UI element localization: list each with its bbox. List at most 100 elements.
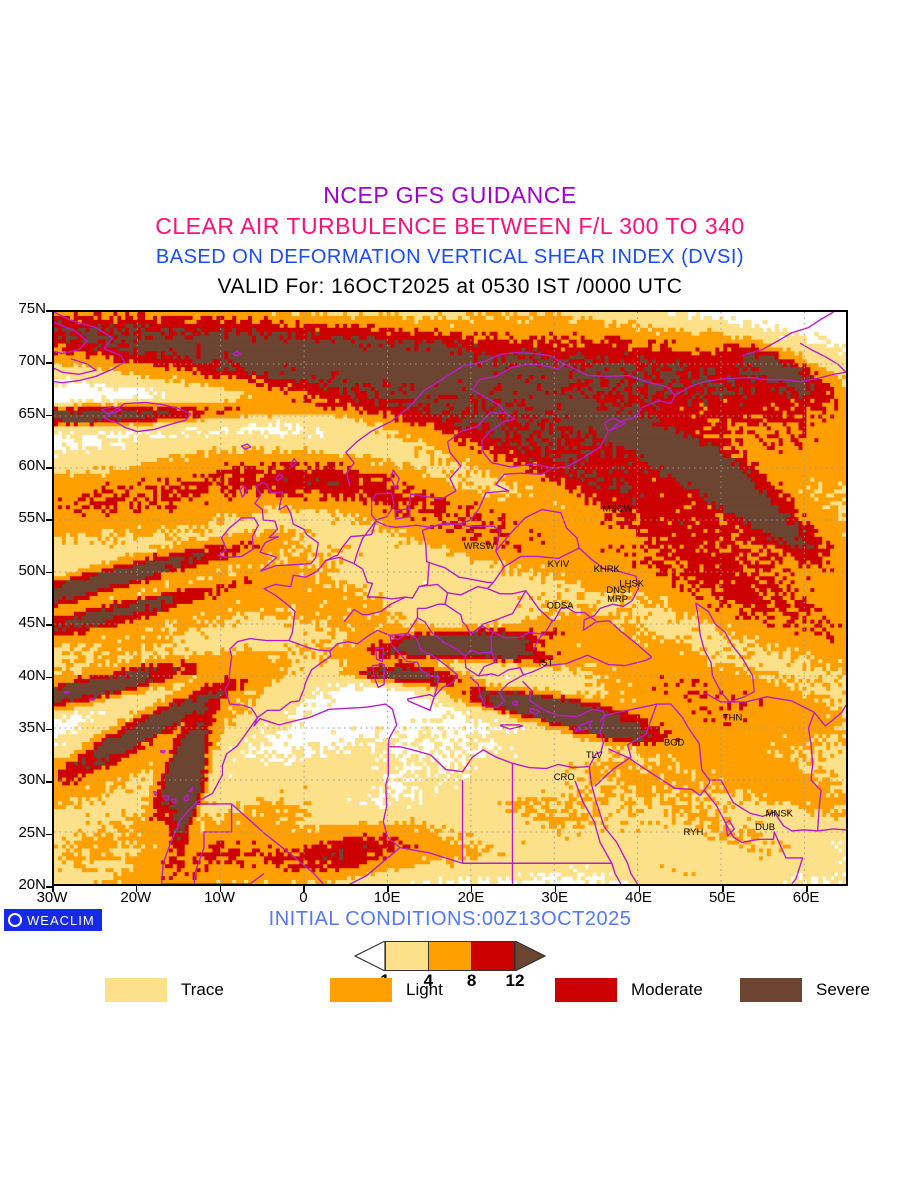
legend-swatch-trace xyxy=(105,978,167,1002)
coastline-path xyxy=(288,639,331,652)
lat-tickmark xyxy=(46,467,52,469)
coastline-path xyxy=(382,746,513,864)
city-label-dnst: DNST xyxy=(606,585,632,596)
lat-tick-20N: 20N xyxy=(18,876,46,893)
coastline-path xyxy=(153,790,158,797)
coastline-path xyxy=(240,443,252,450)
coastline-path xyxy=(333,520,459,558)
severity-legend: Trace Light Moderate Severe xyxy=(0,978,900,1012)
lat-tick-35N: 35N xyxy=(18,718,46,736)
legend-item-light: Light xyxy=(330,978,443,1002)
city-label-khrk: KHRK xyxy=(594,564,621,575)
coastline-path xyxy=(493,631,545,639)
coastline-path xyxy=(807,712,822,832)
coastline-path xyxy=(407,412,506,510)
title-line-method: BASED ON DEFORMATION VERTICAL SHEAR INDE… xyxy=(155,246,745,268)
coastline-path xyxy=(54,358,97,376)
title-line-product: CLEAR AIR TURBULENCE BETWEEN F/L 300 TO … xyxy=(155,213,745,239)
lat-tickmark xyxy=(46,728,52,731)
title-line-validity: VALID For: 16OCT2025 at 0530 IST /0000 U… xyxy=(217,275,683,298)
coastline-path xyxy=(574,780,622,884)
coastline-path xyxy=(161,873,265,884)
coastline-path xyxy=(603,417,626,433)
title-line-agency: NCEP GFS GUIDANCE xyxy=(323,182,577,208)
lat-tickmark xyxy=(46,833,52,836)
lon-tickmark xyxy=(806,886,808,892)
colorbar-cells xyxy=(385,941,515,971)
coastline-path xyxy=(582,600,653,658)
coastline-path xyxy=(54,312,126,384)
coastline-path xyxy=(421,530,494,584)
legend-item-moderate: Moderate xyxy=(555,978,703,1002)
legend-swatch-severe xyxy=(740,978,802,1002)
city-label-thn: THN xyxy=(723,713,743,724)
lat-tick-60N: 60N xyxy=(18,457,46,475)
coastline-path xyxy=(375,647,385,663)
city-label-lhsk: LHSK xyxy=(619,579,644,590)
lat-tick-50N: 50N xyxy=(18,561,46,579)
coastline-path xyxy=(390,469,400,490)
coastline-path xyxy=(422,523,505,568)
coastline-path xyxy=(290,457,298,468)
coastline-path xyxy=(588,766,639,884)
legend-label-light: Light xyxy=(406,980,443,999)
city-label-mrp: MRP xyxy=(607,594,628,605)
colorbar: 14812 xyxy=(350,941,550,990)
lon-tick-50E: 50E xyxy=(708,889,736,906)
coastline-path xyxy=(100,405,123,415)
coastline-path xyxy=(447,585,488,596)
lat-tickmark xyxy=(46,886,52,888)
weaclim-circle-icon xyxy=(8,913,22,927)
lon-tickmark xyxy=(470,886,473,892)
lon-tick-20E: 20E xyxy=(457,889,485,906)
coastline-path xyxy=(345,351,565,525)
coastline-path xyxy=(343,596,407,623)
coastline-path xyxy=(511,700,519,706)
lat-tick-65N: 65N xyxy=(18,404,46,422)
coastline-path xyxy=(477,651,497,677)
coastline-path xyxy=(417,617,525,708)
weaclim-label: WEACLIM xyxy=(27,912,95,928)
lon-tick-10W: 10W xyxy=(204,889,235,906)
coastline-path xyxy=(522,680,605,723)
coastline-path xyxy=(444,603,495,657)
coastline-path xyxy=(160,750,166,754)
colorbar-tick-8: 8 xyxy=(466,971,477,990)
weaclim-logo: WEACLIM xyxy=(4,909,102,931)
lat-tickmark xyxy=(46,414,52,417)
city-label-cro: CRO xyxy=(554,772,575,783)
city-label-ryh: RYH xyxy=(684,827,704,838)
coastline-path xyxy=(217,517,259,559)
coastline-path xyxy=(253,703,590,773)
colorbar-tick-4: 4 xyxy=(423,971,434,990)
coastline-path xyxy=(495,508,580,552)
city-label-bgd: BGD xyxy=(664,738,685,749)
city-label-mscw: MSCW xyxy=(603,504,633,515)
coastline-path xyxy=(552,363,676,469)
coastline-path xyxy=(799,342,846,373)
lon-tick-0: 0 xyxy=(299,889,308,906)
lat-tick-30N: 30N xyxy=(18,771,46,789)
map-plot-area[interactable]: MSCW WRSW KYIV KHRK LHSK DNST MRP ODSA IST THN BGD… xyxy=(52,310,848,886)
lat-tickmark xyxy=(46,362,52,364)
title-block: NCEP GFS GUIDANCE CLEAR AIR TURBULENCE B… xyxy=(0,180,900,302)
lat-tick-55N: 55N xyxy=(18,509,46,527)
coastline-path xyxy=(553,606,597,622)
coastline-path xyxy=(54,321,89,355)
city-label-ist: IST xyxy=(539,658,554,669)
legend-label-trace: Trace xyxy=(181,980,224,999)
legend-item-severe: Severe xyxy=(740,978,870,1002)
colorbar-cell-2 xyxy=(472,941,515,971)
colorbar-cell-1 xyxy=(429,941,472,971)
coastline-path xyxy=(529,707,540,716)
coastline-path xyxy=(232,350,242,357)
coastline-path xyxy=(674,371,846,396)
city-label-kyiv: KYIV xyxy=(548,559,570,570)
lon-tickmark xyxy=(722,886,724,892)
coastline-overlay xyxy=(54,312,846,884)
coastline-path xyxy=(588,715,605,767)
lat-tickmark xyxy=(46,310,52,312)
lat-tickmark xyxy=(46,676,52,679)
coastline-path xyxy=(703,692,846,727)
coastline-path xyxy=(406,694,435,712)
